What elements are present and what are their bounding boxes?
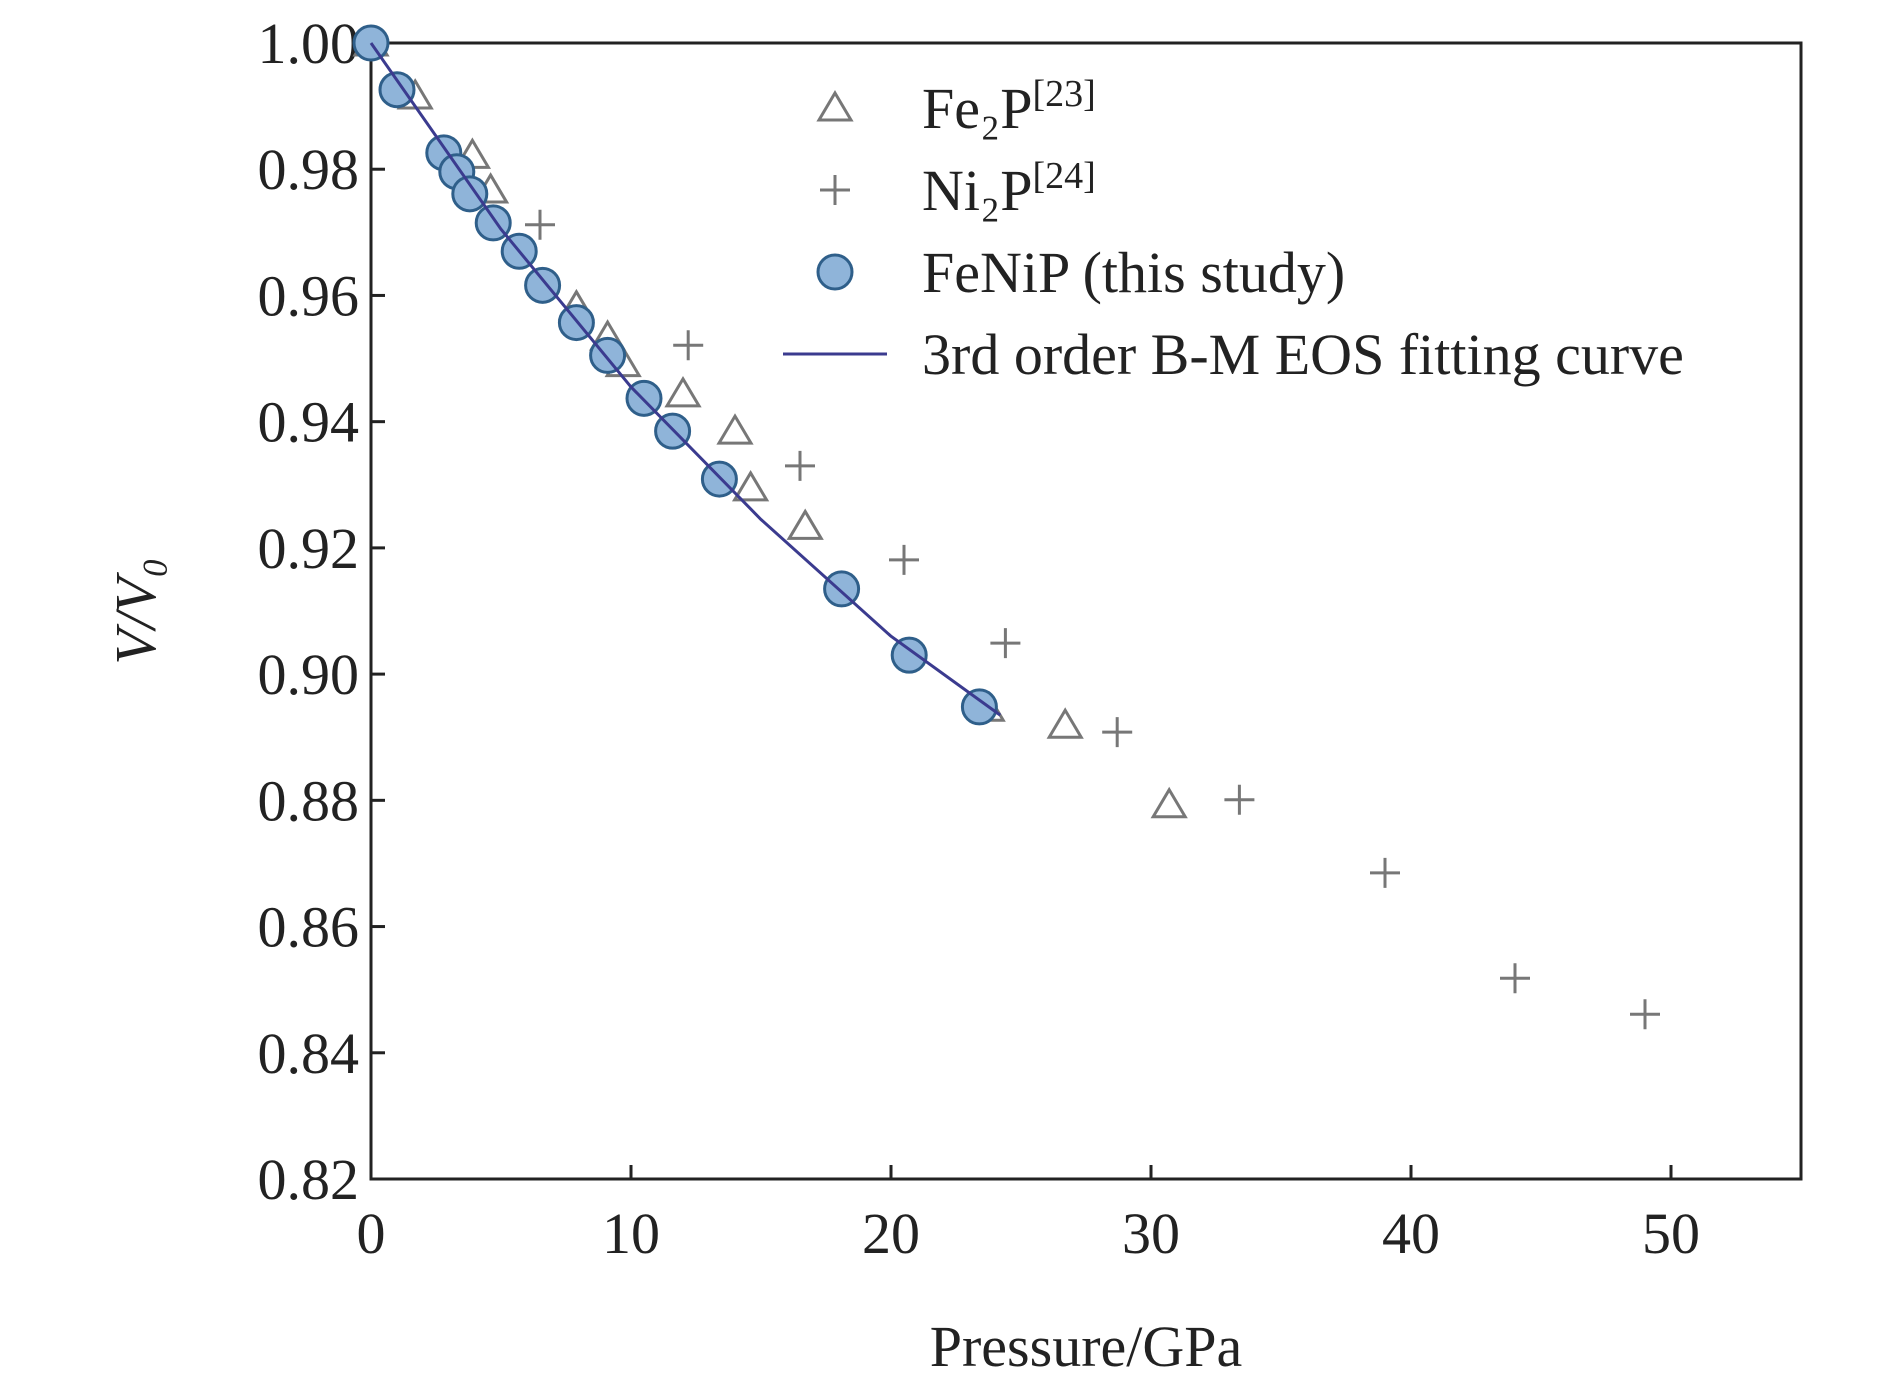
y-tick-label: 0.94	[258, 390, 360, 455]
x-tick-label: 10	[602, 1201, 660, 1266]
circle-marker	[378, 71, 416, 109]
x-tick-label: 40	[1382, 1201, 1440, 1266]
plus-marker	[1370, 857, 1400, 888]
plus-marker	[1500, 963, 1530, 994]
plus-marker	[1102, 717, 1133, 748]
circle-marker	[524, 266, 562, 304]
y-tick-label: 0.82	[258, 1147, 360, 1212]
circle-marker	[451, 175, 489, 213]
plus-marker	[785, 450, 815, 481]
y-tick-label: 1.00	[258, 11, 360, 76]
plus-marker	[990, 628, 1021, 659]
triangle-marker	[716, 413, 754, 445]
triangle-marker	[786, 508, 824, 540]
circle-marker	[890, 636, 928, 674]
legend-label: Fe₂P[23]	[922, 73, 1096, 141]
triangle-marker	[1150, 786, 1188, 819]
x-tick-label: 30	[1122, 1201, 1180, 1266]
plus-marker	[889, 544, 919, 575]
y-tick-label: 0.88	[258, 768, 360, 833]
triangle-marker	[664, 375, 702, 408]
plus-marker	[1224, 784, 1255, 815]
plus-marker	[1630, 999, 1660, 1030]
plus-marker	[673, 330, 704, 361]
legend-marker	[820, 175, 850, 205]
y-tick-label: 0.96	[258, 263, 360, 328]
x-axis-label: Pressure/GPa	[930, 1314, 1243, 1379]
circle-marker	[823, 570, 861, 608]
triangle-marker	[731, 469, 770, 502]
fit-curve	[369, 42, 1002, 717]
y-tick-label: 0.92	[258, 516, 360, 581]
x-tick-label: 20	[862, 1201, 920, 1266]
triangle-marker	[1046, 707, 1084, 739]
x-tick-label: 50	[1642, 1201, 1700, 1266]
y-tick-label: 0.90	[258, 642, 360, 707]
circle-marker	[960, 688, 998, 726]
y-axis-label: V/V₀	[103, 557, 168, 664]
y-tick-label: 0.98	[258, 137, 360, 202]
x-tick-label: 0	[357, 1201, 386, 1266]
legend-label: Ni₂P[24]	[922, 155, 1096, 223]
legend-marker	[816, 253, 854, 291]
legend-marker	[816, 90, 854, 122]
legend-label: 3rd order B-M EOS fitting curve	[922, 322, 1684, 387]
y-tick-label: 0.86	[258, 895, 360, 960]
y-tick-label: 0.84	[258, 1021, 360, 1086]
plus-marker	[525, 209, 555, 240]
plot-frame	[369, 41, 1803, 1181]
legend-label: FeNiP (this study)	[922, 240, 1345, 305]
